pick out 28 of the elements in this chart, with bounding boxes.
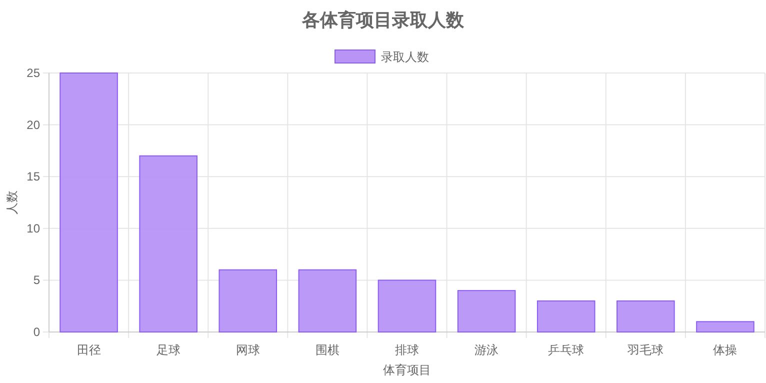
y-tick-label: 25 bbox=[26, 66, 40, 80]
bar bbox=[298, 269, 357, 332]
x-tick-label: 足球 bbox=[156, 343, 180, 357]
bar bbox=[218, 269, 278, 332]
legend-label: 录取人数 bbox=[381, 50, 429, 64]
x-tick-label: 田径 bbox=[76, 343, 101, 357]
bar bbox=[696, 321, 754, 332]
y-tick-label: 5 bbox=[33, 273, 40, 288]
x-tick-label: 排球 bbox=[395, 343, 419, 357]
x-tick-label: 围棋 bbox=[315, 343, 340, 357]
x-axis-title: 体育项目 bbox=[383, 363, 431, 377]
y-tick-label: 10 bbox=[26, 221, 40, 236]
y-tick-label: 20 bbox=[26, 118, 40, 132]
chart-title: 各体育项目录取人数 bbox=[301, 9, 465, 30]
bar bbox=[60, 72, 118, 332]
x-tick-label: 游泳 bbox=[474, 343, 499, 357]
x-tick-label: 网球 bbox=[236, 343, 260, 357]
bar bbox=[139, 155, 198, 332]
y-axis-title: 人数 bbox=[5, 190, 19, 214]
bar bbox=[536, 300, 596, 332]
y-tick-label: 0 bbox=[33, 325, 40, 339]
bar bbox=[457, 290, 516, 332]
bar bbox=[616, 300, 675, 332]
bar bbox=[378, 280, 436, 332]
x-tick-label: 羽毛球 bbox=[626, 343, 664, 357]
y-tick-label: 15 bbox=[26, 170, 40, 184]
x-tick-label: 体操 bbox=[713, 343, 738, 357]
x-tick-label: 乒乓球 bbox=[548, 343, 584, 357]
